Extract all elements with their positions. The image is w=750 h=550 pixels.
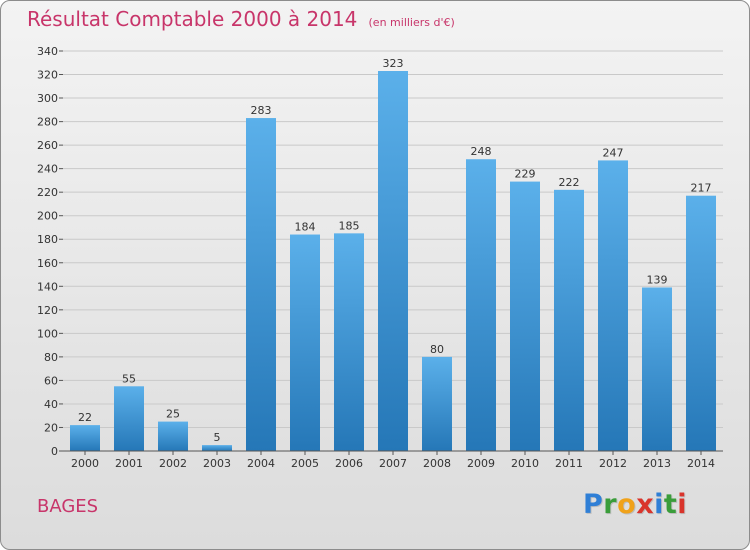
y-tick-label: 340 xyxy=(37,45,58,58)
x-tick-label: 2004 xyxy=(247,457,275,470)
y-tick-label: 180 xyxy=(37,233,58,246)
bar-2000 xyxy=(70,425,100,451)
bar-value-label: 22 xyxy=(78,411,92,424)
bar-series: 22 55 25 5 283 184 185 323 80 248 229 222 247 139 217 xyxy=(70,57,716,452)
y-tick-label: 160 xyxy=(37,257,58,270)
y-tick-label: 60 xyxy=(44,374,58,387)
bar-value-label: 55 xyxy=(122,372,136,385)
bar-2010 xyxy=(510,181,540,451)
y-tick-label: 140 xyxy=(37,280,58,293)
bar-2014 xyxy=(686,195,716,451)
bar-value-label: 5 xyxy=(214,431,221,444)
y-tick-label: 220 xyxy=(37,186,58,199)
bar-value-label: 247 xyxy=(603,146,624,159)
logo-letter: r xyxy=(603,489,618,520)
logo-letter: o xyxy=(617,489,637,520)
x-tick-label: 2014 xyxy=(687,457,715,470)
proxiti-logo: Proxiti xyxy=(583,489,687,520)
y-tick-label: 320 xyxy=(37,69,58,82)
x-tick-label: 2006 xyxy=(335,457,363,470)
y-tick-label: 120 xyxy=(37,304,58,317)
logo-letter: i xyxy=(677,489,688,520)
bar-value-label: 248 xyxy=(471,145,492,158)
x-tick-label: 2009 xyxy=(467,457,495,470)
y-tick-label: 260 xyxy=(37,139,58,152)
bar-value-label: 184 xyxy=(295,221,316,234)
bar-2004 xyxy=(246,118,276,451)
bar-value-label: 229 xyxy=(515,168,536,181)
logo-letter: i xyxy=(654,489,664,520)
bar-value-label: 25 xyxy=(166,408,180,421)
x-tick-label: 2010 xyxy=(511,457,539,470)
bar-value-label: 283 xyxy=(251,104,272,117)
y-tick-label: 300 xyxy=(37,92,58,105)
x-tick-label: 2003 xyxy=(203,457,231,470)
bar-value-label: 222 xyxy=(559,176,580,189)
place-name: BAGES xyxy=(37,496,99,517)
bar-2012 xyxy=(598,160,628,452)
x-tick-label: 2002 xyxy=(159,457,187,470)
bar-2002 xyxy=(158,421,188,451)
y-tick-label: 240 xyxy=(37,163,58,176)
x-tick-label: 2005 xyxy=(291,457,319,470)
y-tick-label: 0 xyxy=(51,445,58,458)
bar-2009 xyxy=(466,159,496,451)
x-tick-label: 2008 xyxy=(423,457,451,470)
bar-2003 xyxy=(202,445,232,451)
bar-value-label: 185 xyxy=(339,219,360,232)
bar-2006 xyxy=(334,233,364,451)
bar-2011 xyxy=(554,189,584,451)
logo-letter: P xyxy=(583,489,604,520)
x-tick-label: 2012 xyxy=(599,457,627,470)
x-axis-ticks: 2000 2001 2002 2003 2004 2005 2006 2007 2008 2009… xyxy=(71,451,715,470)
y-axis-ticks: 0 20 40 60 80 100 120 140 160 180 200 220 240 260 280 3… xyxy=(37,45,63,458)
bar-value-label: 139 xyxy=(647,273,668,286)
y-tick-label: 280 xyxy=(37,116,58,129)
chart-title: Résultat Comptable 2000 à 2014 xyxy=(27,7,358,31)
chart-header: Résultat Comptable 2000 à 2014 (en milli… xyxy=(27,7,455,31)
x-tick-label: 2011 xyxy=(555,457,583,470)
y-tick-label: 20 xyxy=(44,421,58,434)
bar-2013 xyxy=(642,287,672,451)
x-tick-label: 2007 xyxy=(379,457,407,470)
x-tick-label: 2000 xyxy=(71,457,99,470)
bar-value-label: 323 xyxy=(383,57,404,70)
y-tick-label: 200 xyxy=(37,210,58,223)
x-tick-label: 2013 xyxy=(643,457,671,470)
logo-letter: t xyxy=(663,489,678,520)
bar-value-label: 80 xyxy=(430,343,444,356)
y-tick-label: 80 xyxy=(44,351,58,364)
bar-2001 xyxy=(114,386,144,451)
bar-2005 xyxy=(290,234,320,451)
logo-letter: x xyxy=(636,489,655,520)
y-tick-label: 40 xyxy=(44,398,58,411)
bar-2008 xyxy=(422,356,452,451)
bar-2007 xyxy=(378,71,408,451)
x-tick-label: 2001 xyxy=(115,457,143,470)
bar-value-label: 217 xyxy=(691,182,712,195)
y-tick-label: 100 xyxy=(37,327,58,340)
chart-subtitle: (en milliers d'€) xyxy=(368,16,455,29)
